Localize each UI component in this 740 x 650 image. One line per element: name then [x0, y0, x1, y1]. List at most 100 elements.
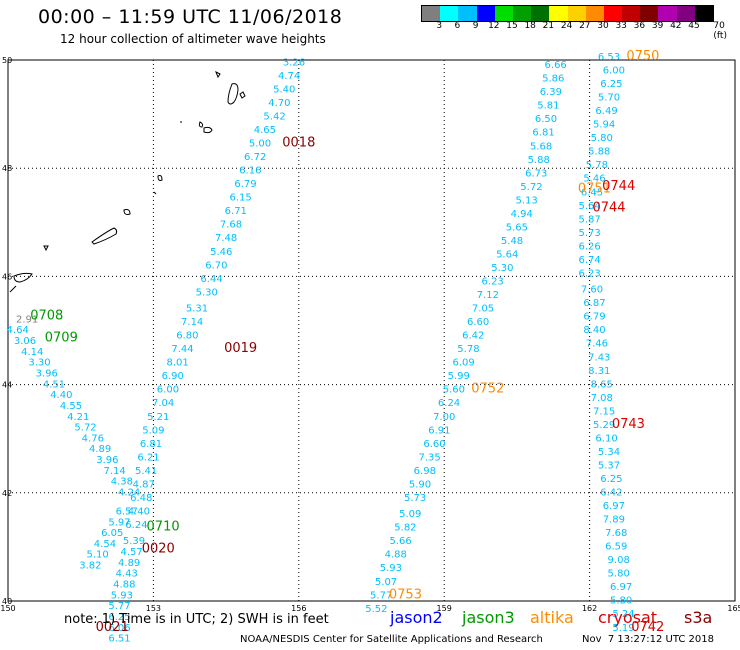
wave-height-value: 5.80 — [591, 133, 613, 144]
wave-height-value: 6.24 — [438, 398, 460, 409]
wave-height-value: 4.87 — [133, 479, 155, 490]
wave-height-value: 7.44 — [171, 344, 193, 355]
wave-height-value: 5.72 — [74, 423, 96, 434]
wave-height-value: 6.72 — [244, 152, 266, 163]
wave-height-value: 8.65 — [591, 379, 613, 390]
wave-height-value: 5.99 — [448, 371, 470, 382]
wave-height-value: 7.60 — [581, 285, 603, 296]
wave-height-value: 5.37 — [598, 460, 620, 471]
color-scale-label: 70 (ft) — [713, 21, 727, 41]
pass-time-label: 0753 — [389, 587, 422, 602]
wave-height-value: 5.34 — [598, 447, 620, 458]
y-tick-label: 48 — [2, 164, 12, 173]
wave-height-value: 5.90 — [409, 479, 431, 490]
wave-height-value: 6.91 — [428, 425, 450, 436]
y-tick-label: 40 — [2, 597, 12, 606]
wave-height-value: 6.25 — [600, 79, 622, 90]
pass-time-label: 0743 — [612, 417, 645, 432]
wave-height-value: 5.46 — [210, 247, 232, 258]
wave-height-value: 5.10 — [87, 550, 109, 561]
wave-height-value: 5.68 — [530, 141, 552, 152]
coastline-islands — [9, 70, 246, 293]
color-swatch — [640, 6, 659, 21]
wave-height-value: 5.09 — [142, 425, 164, 436]
color-scale-bar — [421, 5, 714, 22]
wave-height-value: 6.25 — [600, 474, 622, 485]
pass-time-labels: 0018 0019 0020 0021 0708 0709 0710 0750 0751 0752… — [30, 49, 664, 635]
pass-time-label: 0744 — [602, 179, 635, 194]
wave-height-value: 7.14 — [103, 466, 125, 477]
pass-time-label: 0742 — [631, 620, 664, 635]
wave-height-value: 5.24 — [612, 609, 634, 620]
color-scale-label: 27 — [579, 21, 591, 31]
y-tick-label: 44 — [2, 381, 12, 390]
wave-height-value: 5.81 — [537, 101, 559, 112]
wave-height-value: 5.73 — [578, 228, 600, 239]
wave-height-value: 7.12 — [477, 290, 499, 301]
wave-height-value: 4.57 — [120, 547, 142, 558]
color-swatch — [603, 6, 623, 21]
wave-height-value: 5.21 — [147, 412, 169, 423]
wave-height-value: 6.45 — [581, 187, 603, 198]
legend-altika: altika — [530, 608, 574, 627]
wave-height-value: 6.42 — [600, 488, 622, 499]
wave-height-value: 5.87 — [578, 214, 600, 225]
color-swatch — [422, 6, 441, 21]
wave-height-value: 5.40 — [273, 84, 295, 95]
wave-height-value: 6.60 — [423, 439, 445, 450]
wave-height-value: 7.89 — [603, 515, 625, 526]
wave-height-value: 2.91 — [16, 314, 38, 325]
wave-height-value: 5.80 — [610, 596, 632, 607]
wave-height-value: 6.26 — [578, 241, 600, 252]
color-scale-label: 30 — [597, 21, 609, 31]
wave-height-value: 5.78 — [457, 344, 479, 355]
wave-height-value: 6.81 — [140, 439, 162, 450]
color-swatch — [622, 6, 641, 21]
axis-tick-labels: 150 153 156 159 162 165 50 48 46 44 42 40 — [0, 56, 740, 613]
wave-height-value: 6.70 — [205, 260, 227, 271]
color-swatch — [567, 6, 586, 21]
wave-height-value: 3.82 — [79, 561, 101, 572]
color-scale-label: 21 — [542, 21, 555, 31]
wave-height-value: 6.53 — [598, 52, 620, 63]
wave-height-value: 5.09 — [399, 509, 421, 520]
wave-height-value: 6.49 — [595, 106, 617, 117]
wave-height-value: 5.42 — [263, 112, 285, 123]
wave-height-value: 8.01 — [167, 358, 189, 369]
legend-jason2: jason2 — [390, 608, 443, 627]
color-swatch — [676, 6, 695, 21]
wave-height-value: 4.70 — [268, 98, 290, 109]
wave-height-value: 6.24 — [125, 520, 147, 531]
wave-height-value: 6.16 — [239, 166, 261, 177]
legend-s3a: s3a — [684, 608, 713, 627]
pass-time-label: 0750 — [626, 49, 659, 64]
wave-height-value: 6.73 — [525, 168, 547, 179]
pass-time-label: 0021 — [96, 620, 129, 635]
wave-height-value: 4.40 — [50, 390, 72, 401]
color-swatch — [476, 6, 495, 21]
wave-height-value: 5.70 — [598, 93, 620, 104]
wave-height-value: 4.14 — [21, 347, 43, 358]
x-tick-label: 165 — [727, 604, 740, 613]
wave-height-value: 7.05 — [472, 304, 494, 315]
wave-height-value: 5.29 — [593, 420, 615, 431]
wave-height-value: 5.52 — [365, 604, 387, 615]
wave-height-value: 7.43 — [588, 352, 610, 363]
wave-height-value: 5.48 — [501, 236, 523, 247]
wave-height-value: 5.46 — [583, 174, 605, 185]
wave-height-value: 6.51 — [108, 634, 130, 645]
wave-height-value: 4.24 — [118, 488, 140, 499]
wave-height-value: 4.54 — [94, 539, 116, 550]
wave-height-value: 5.78 — [586, 160, 608, 171]
wave-height-value: 5.72 — [520, 182, 542, 193]
color-scale-label: 33 — [615, 21, 627, 31]
wave-height-value: 5.97 — [108, 517, 130, 528]
wave-height-value: 3.96 — [36, 368, 58, 379]
wave-height-value: 6.81 — [532, 128, 554, 139]
y-tick-label: 42 — [2, 489, 12, 498]
wave-height-value: 6.44 — [200, 274, 222, 285]
x-tick-label: 153 — [146, 604, 161, 613]
color-scale-label: 15 — [506, 21, 518, 31]
color-scale-label: 42 — [670, 21, 682, 31]
